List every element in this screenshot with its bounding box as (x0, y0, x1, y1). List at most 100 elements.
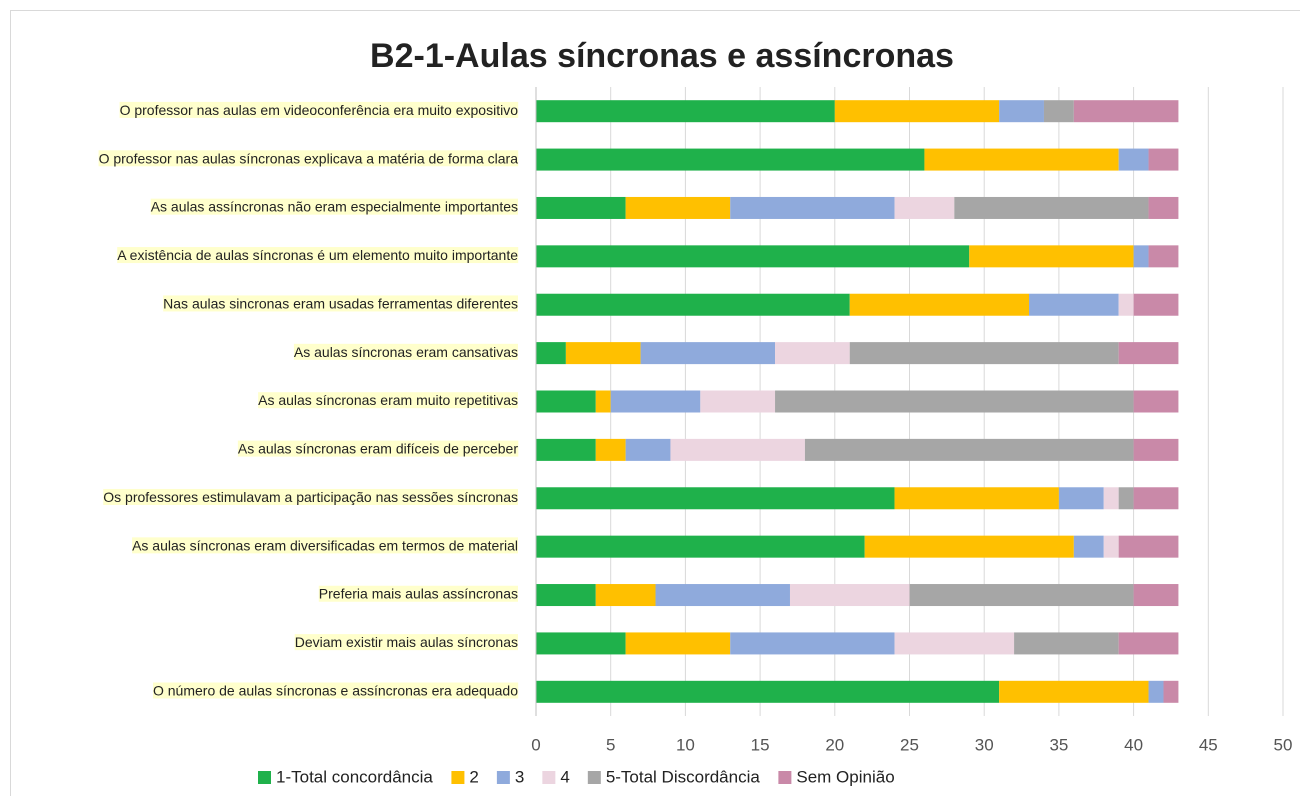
bar-segment (655, 584, 790, 607)
bar-segment (1058, 487, 1104, 510)
label-highlight (119, 101, 519, 118)
label-highlight (237, 440, 519, 457)
x-tick-label: 30 (975, 735, 994, 754)
bar-segment (625, 632, 731, 655)
bar-segment (1133, 245, 1149, 268)
bar-segment (775, 342, 850, 365)
category-label: O professor nas aulas síncronas explicav… (99, 150, 519, 166)
category-label: A existência de aulas síncronas é um ele… (117, 247, 518, 263)
bar-segment (536, 293, 850, 316)
bar-segment (834, 100, 1000, 123)
legend-swatch (258, 771, 271, 784)
bar-segment (536, 390, 596, 413)
category-label: O professor nas aulas em videoconferênci… (120, 102, 519, 118)
bar-segment (1133, 584, 1179, 607)
bar-segment (595, 390, 611, 413)
label-highlight (163, 295, 518, 312)
bar-segment (730, 196, 895, 219)
label-highlight (294, 634, 518, 651)
legend-label: Sem Opinião (796, 767, 894, 786)
x-tick-label: 5 (606, 735, 615, 754)
bar-segment (536, 487, 895, 510)
category-label: As aulas síncronas eram cansativas (294, 344, 518, 360)
bar-segment (894, 196, 955, 219)
bar-segment (1148, 148, 1179, 171)
bar-segment (1133, 438, 1179, 461)
bar-segment (536, 342, 566, 365)
bar-segment (536, 632, 626, 655)
bar-segment (1118, 487, 1134, 510)
category-label: Deviam existir mais aulas síncronas (295, 634, 518, 650)
bar-segment (999, 680, 1149, 703)
label-highlight (150, 198, 518, 215)
bar-segment (625, 438, 671, 461)
bar-segment (1163, 680, 1179, 703)
bar-segment (536, 148, 925, 171)
legend-label: 5-Total Discordância (606, 767, 761, 786)
bar-segment (1103, 535, 1119, 558)
label-highlight (318, 585, 518, 602)
bar-segment (1148, 680, 1164, 703)
bar-segment (849, 293, 1030, 316)
bar-segment (536, 100, 835, 123)
bar-segment (1103, 487, 1119, 510)
bar-segment (700, 390, 776, 413)
bar-segment (536, 680, 1000, 703)
bar-segment (864, 535, 1074, 558)
bar-segment (595, 584, 656, 607)
bar-segment (999, 100, 1044, 123)
label-highlight (132, 537, 518, 554)
bar-segment (610, 390, 701, 413)
x-tick-label: 50 (1274, 735, 1293, 754)
bar-segment (1133, 293, 1179, 316)
bar-segment (565, 342, 641, 365)
bar-segment (1118, 148, 1149, 171)
legend-label: 4 (560, 767, 569, 786)
bar-segment (909, 584, 1134, 607)
bar-segment (1014, 632, 1119, 655)
bar-segment (1148, 245, 1179, 268)
legend-label: 2 (469, 767, 478, 786)
category-label: As aulas síncronas eram diversificadas e… (132, 537, 518, 553)
legend-swatch (778, 771, 792, 784)
category-label: Nas aulas sincronas eram usadas ferramen… (163, 295, 518, 311)
bar-segment (1029, 293, 1119, 316)
legend-swatch (496, 771, 510, 784)
x-tick-label: 45 (1199, 735, 1218, 754)
category-label: Preferia mais aulas assíncronas (319, 586, 518, 602)
legend-label: 3 (515, 767, 524, 786)
bar-segment (789, 584, 910, 607)
category-label: As aulas síncronas eram difíceis de perc… (238, 441, 518, 457)
bar-segment (536, 196, 626, 219)
label-highlight (152, 682, 519, 699)
bar-segment (894, 632, 1015, 655)
bar-segment (1118, 293, 1134, 316)
category-label: O número de aulas síncronas e assíncrona… (153, 683, 518, 699)
bar-segment (536, 535, 865, 558)
bar-segment (924, 148, 1119, 171)
bar-segment (536, 245, 970, 268)
x-tick-label: 10 (676, 735, 695, 754)
category-label: As aulas síncronas eram muito repetitiva… (258, 392, 518, 408)
bar-segment (1133, 487, 1179, 510)
bar-segment (670, 438, 805, 461)
bar-segment (595, 438, 626, 461)
x-tick-label: 20 (825, 735, 844, 754)
x-tick-label: 25 (900, 735, 919, 754)
bar-segment (969, 245, 1134, 268)
category-label: As aulas assíncronas não eram especialme… (151, 199, 518, 215)
bar-segment (849, 342, 1119, 365)
legend-swatch (542, 771, 556, 784)
bar-segment (1133, 390, 1179, 413)
bar-segment (1118, 535, 1179, 558)
bar-segment (894, 487, 1059, 510)
bar-segment (1043, 100, 1074, 123)
bar-segment (640, 342, 776, 365)
label-highlight (258, 392, 518, 409)
bar-segment (1118, 342, 1179, 365)
bar-segment (1118, 632, 1179, 655)
x-tick-label: 15 (751, 735, 770, 754)
category-label: Os professores estimulavam a participaçã… (103, 489, 518, 505)
x-tick-label: 35 (1049, 735, 1068, 754)
